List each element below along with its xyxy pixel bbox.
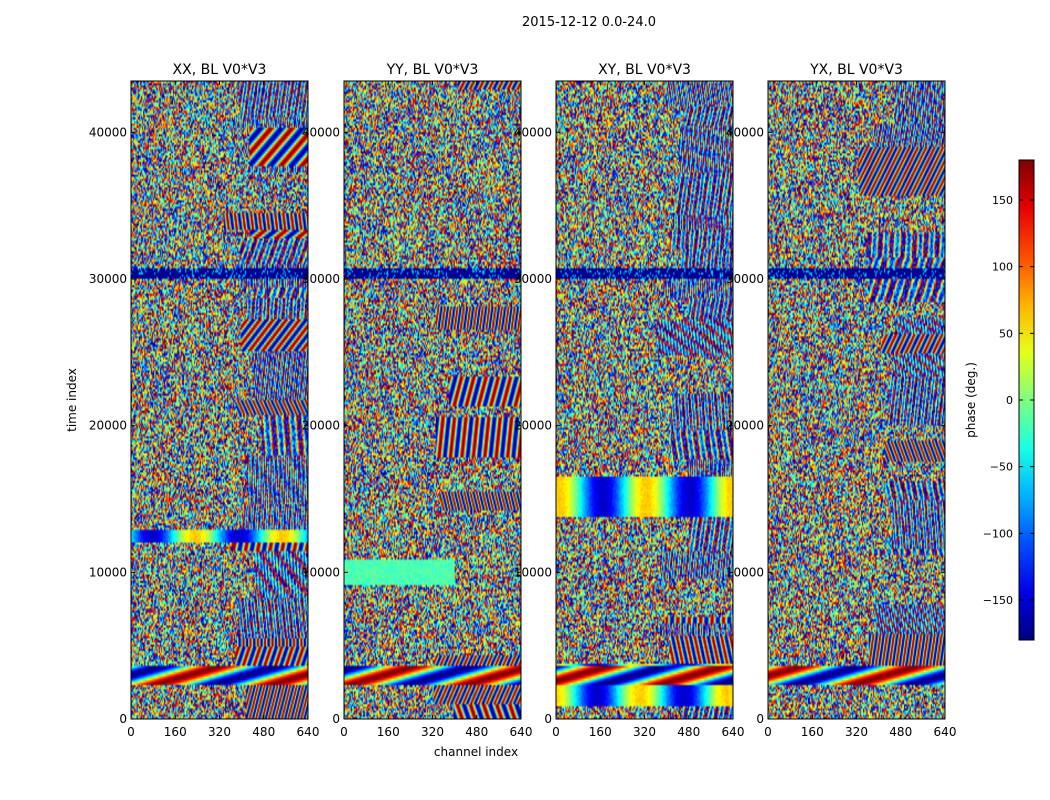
y-tick-label: 40000: [726, 125, 764, 139]
x-tick-label: 0: [127, 725, 135, 739]
colorbar-tick-label: −150: [983, 594, 1013, 607]
x-axis-label: channel index: [434, 745, 518, 759]
x-tick-label: 480: [677, 725, 700, 739]
panel-yy: YY, BL V0*V3 0 160 320 480 640 0 10000 20000 3000…: [302, 62, 533, 739]
x-tick-label: 160: [164, 725, 187, 739]
x-tick-label: 480: [889, 725, 912, 739]
x-tick-label: 640: [934, 725, 957, 739]
y-tick-label: 10000: [89, 565, 127, 579]
colorbar-tick-label: 100: [992, 261, 1013, 274]
panel-title: YX, BL V0*V3: [809, 62, 903, 78]
panel-yx: YX, BL V0*V3 0 160 320 480 640 0 10000 20000 3000…: [726, 62, 957, 739]
heatmap-image: [768, 81, 945, 719]
y-tick-label: 20000: [302, 419, 340, 433]
x-tick-label: 320: [633, 725, 656, 739]
panel-xy: XY, BL V0*V3 0 160 320 480 640 0 10000 20000 3000…: [514, 62, 745, 739]
y-tick-label: 30000: [514, 272, 552, 286]
x-tick-label: 160: [377, 725, 400, 739]
y-tick-label: 0: [332, 712, 340, 726]
x-tick-label: 320: [845, 725, 868, 739]
x-tick-label: 640: [297, 725, 320, 739]
colorbar: 150 100 50 0 −50 −100 −150: [983, 159, 1035, 641]
panel-title: YY, BL V0*V3: [386, 62, 479, 78]
y-tick-label: 10000: [302, 565, 340, 579]
x-tick-label: 640: [722, 725, 745, 739]
y-tick-label: 10000: [514, 565, 552, 579]
heatmap-image: [556, 81, 733, 719]
x-tick-label: 160: [801, 725, 824, 739]
y-axis-label: time index: [65, 368, 79, 432]
colorbar-tick-label: 0: [1006, 394, 1013, 407]
y-tick-label: 30000: [726, 272, 764, 286]
colorbar-tick-label: −50: [990, 461, 1013, 474]
y-tick-label: 20000: [514, 419, 552, 433]
colorbar-label: phase (deg.): [964, 362, 978, 438]
x-tick-label: 320: [421, 725, 444, 739]
y-tick-label: 30000: [302, 272, 340, 286]
x-tick-label: 0: [340, 725, 348, 739]
y-tick-label: 40000: [302, 125, 340, 139]
x-tick-label: 320: [208, 725, 231, 739]
panel-title: XY, BL V0*V3: [598, 62, 691, 78]
colorbar-tick-label: 150: [992, 194, 1013, 207]
y-tick-label: 0: [119, 712, 127, 726]
x-tick-label: 480: [465, 725, 488, 739]
y-tick-label: 0: [544, 712, 552, 726]
x-tick-label: 480: [252, 725, 275, 739]
panel-title: XX, BL V0*V3: [173, 62, 267, 78]
y-tick-label: 20000: [726, 419, 764, 433]
y-tick-label: 20000: [89, 419, 127, 433]
x-tick-label: 0: [764, 725, 772, 739]
y-tick-label: 10000: [726, 565, 764, 579]
x-tick-label: 0: [552, 725, 560, 739]
x-tick-label: 640: [510, 725, 533, 739]
panels: XX, BL V0*V3 0 160 320 480 640 0 10000 20000 3000…: [89, 62, 957, 739]
figure-title: 2015-12-12 0.0-24.0: [522, 15, 656, 30]
heatmap-image: [131, 81, 308, 719]
y-tick-label: 0: [756, 712, 764, 726]
y-tick-label: 40000: [514, 125, 552, 139]
colorbar-tick-label: −100: [983, 527, 1013, 540]
panel-xx: XX, BL V0*V3 0 160 320 480 640 0 10000 20000 3000…: [89, 62, 320, 739]
heatmap-image: [344, 81, 521, 719]
x-tick-label: 160: [589, 725, 612, 739]
colorbar-tick-label: 50: [999, 327, 1013, 340]
y-tick-label: 40000: [89, 125, 127, 139]
y-tick-label: 30000: [89, 272, 127, 286]
